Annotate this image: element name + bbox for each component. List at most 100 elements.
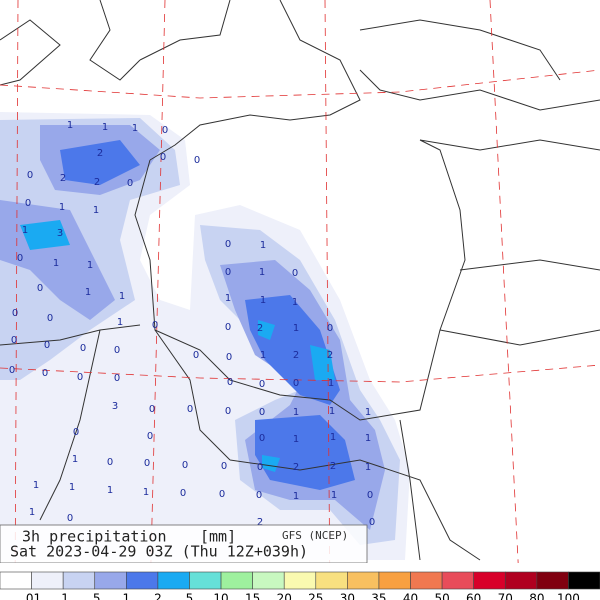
colorbar-label: 30 — [340, 592, 355, 600]
contour-label: 1 — [328, 378, 334, 389]
color-box — [410, 571, 443, 590]
contour-label: 0 — [225, 322, 231, 333]
contour-label: 0 — [160, 152, 166, 163]
colorbar-label: 5 — [186, 592, 194, 600]
contour-label: 1 — [29, 507, 35, 518]
colorbar-label: 25 — [308, 592, 323, 600]
contour-label: 0 — [127, 178, 133, 189]
contour-label: 0 — [225, 239, 231, 250]
contour-label: 1 — [102, 122, 108, 133]
contour-label: 1 — [329, 406, 335, 417]
contour-label: 1 — [143, 487, 149, 498]
contour-label: 1 — [365, 462, 371, 473]
contour-label: 0 — [162, 125, 168, 136]
contour-label: 1 — [225, 293, 231, 304]
colorbar-label: .01 — [22, 592, 41, 600]
contour-label: 0 — [44, 340, 50, 351]
caption-title: 3h precipitation — [22, 528, 167, 546]
contour-label: 3 — [57, 228, 63, 239]
color-box — [378, 571, 411, 590]
contour-label: 0 — [27, 170, 33, 181]
colorbar-label: 60 — [466, 592, 481, 600]
contour-label: 0 — [67, 513, 73, 524]
contour-label: 1 — [365, 433, 371, 444]
contour-label: 1 — [293, 491, 299, 502]
contour-label: 0 — [225, 406, 231, 417]
contour-label: 1 — [260, 240, 266, 251]
contour-label: 0 — [259, 407, 265, 418]
colorbar-label: 50 — [434, 592, 449, 600]
color-box — [62, 571, 96, 590]
colorbar-label: 70 — [498, 592, 513, 600]
contour-label: 0 — [293, 378, 299, 389]
contour-label: 2 — [60, 173, 66, 184]
contour-label: 0 — [327, 323, 333, 334]
contour-label: 0 — [182, 460, 188, 471]
contour-label: 0 — [12, 308, 18, 319]
color-box — [252, 571, 285, 590]
contour-label: 1 — [107, 485, 113, 496]
colorbar-label: 20 — [277, 592, 292, 600]
colorbar-label: 1 — [122, 592, 130, 600]
contour-label: 0 — [107, 457, 113, 468]
contour-label: 0 — [221, 461, 227, 472]
contour-label: 0 — [257, 462, 263, 473]
color-box — [473, 571, 506, 590]
contour-label: 2 — [94, 177, 100, 188]
color-box — [283, 571, 317, 590]
contour-label: 1 — [22, 225, 28, 236]
contour-label: 0 — [219, 489, 225, 500]
contour-label: 2 — [97, 148, 103, 159]
contour-label: 0 — [369, 517, 375, 528]
contour-label: 2 — [257, 517, 263, 528]
color-box — [441, 571, 474, 590]
contour-label: 0 — [292, 268, 298, 279]
contour-label: 0 — [259, 433, 265, 444]
caption-model: GFS (NCEP) — [282, 529, 348, 542]
contour-label: 0 — [227, 377, 233, 388]
contour-label: 0 — [180, 488, 186, 499]
colorbar-label: 80 — [529, 592, 544, 600]
color-box — [157, 571, 190, 590]
contour-label: 0 — [194, 155, 200, 166]
contour-label: 1 — [69, 482, 75, 493]
contour-label: 2 — [293, 462, 299, 473]
color-box — [568, 571, 600, 590]
contour-label: 1 — [293, 434, 299, 445]
contour-label: 1 — [365, 407, 371, 418]
contour-label: 1 — [119, 291, 125, 302]
contour-label: 1 — [331, 490, 337, 501]
contour-label: 0 — [9, 365, 15, 376]
caption-box — [0, 524, 368, 564]
contour-label: 0 — [256, 490, 262, 501]
contour-label: 1 — [132, 123, 138, 134]
contour-label: 1 — [87, 260, 93, 271]
contour-label: 0 — [114, 373, 120, 384]
contour-label: 0 — [114, 345, 120, 356]
contour-label: 0 — [193, 350, 199, 361]
colorbar-label: .1 — [57, 592, 68, 600]
color-box — [504, 571, 538, 590]
contour-label: 1 — [85, 287, 91, 298]
contour-label: 0 — [144, 458, 150, 469]
contour-label: 0 — [147, 431, 153, 442]
color-box — [94, 571, 127, 590]
contour-label: 0 — [47, 313, 53, 324]
colorbar-label: .5 — [89, 592, 100, 600]
contour-labels: 1 1 0 1 2 2 2 0 0 0 0 1 1 0 3 1 0 1 1 0 1 0 1 0 0 1 1 1 1 1 0 0 1 0 2 1 0 0 0 0… — [9, 120, 375, 528]
contour-label: 1 — [293, 407, 299, 418]
precip-field — [0, 112, 410, 560]
colorbar-label: 2 — [154, 592, 162, 600]
contour-label: 1 — [72, 454, 78, 465]
color-box — [189, 571, 222, 590]
contour-label: 0 — [73, 427, 79, 438]
contour-label: 0 — [80, 343, 86, 354]
color-box — [536, 571, 569, 590]
colorbar-label: 40 — [403, 592, 418, 600]
contour-label: 0 — [152, 320, 158, 331]
contour-label: 0 — [149, 404, 155, 415]
contour-label: 2 — [327, 350, 333, 361]
contour-label: 1 — [59, 202, 65, 213]
contour-label: 0 — [367, 490, 373, 501]
